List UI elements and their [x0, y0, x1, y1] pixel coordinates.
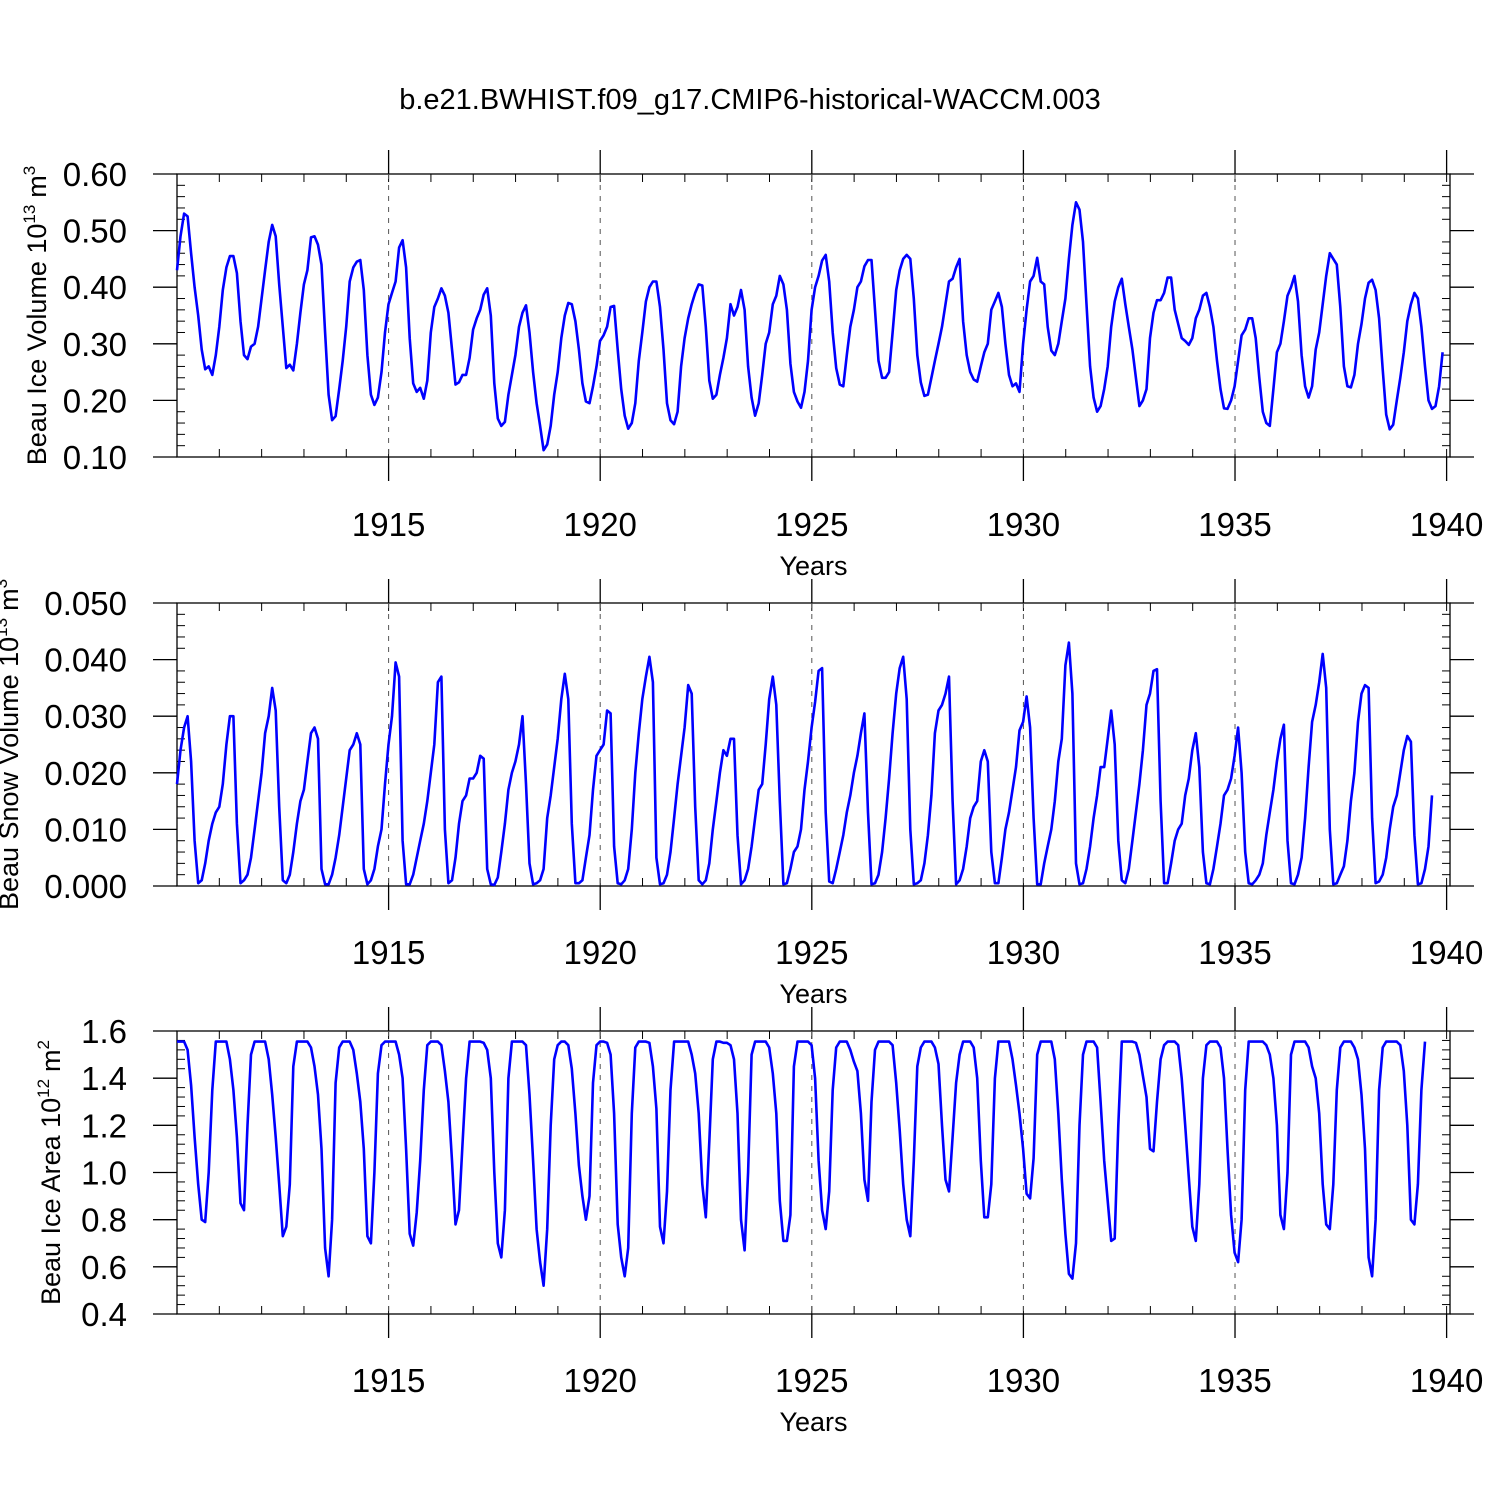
x-tick-label: 1920 [563, 506, 636, 543]
y-tick-label: 1.6 [81, 1013, 127, 1050]
y-tick-label: 0.020 [44, 755, 127, 792]
x-tick-label: 1940 [1410, 1362, 1483, 1399]
y-axis-title-unit-exponent: 2 [34, 1040, 53, 1049]
series-line [177, 1040, 1427, 1287]
y-axis-title-text: Beau Snow Volume 10 [0, 637, 24, 910]
chart-panel-3: 1915 1920 1925 1930 1935 1940 0.4 0.6 0.8 1.0 1.2 1… [34, 1007, 1483, 1437]
figure-title: b.e21.BWHIST.f09_g17.CMIP6-historical-WA… [399, 84, 1101, 116]
plot-frame [176, 602, 1451, 887]
y-tick-label: 0.010 [44, 811, 127, 848]
series-line [175, 201, 1444, 452]
x-tick-label: 1920 [563, 1362, 636, 1399]
y-axis-title: Beau Ice Volume 1013 m3 [20, 166, 52, 466]
y-tick-label: 0.40 [63, 269, 127, 306]
x-tick-label: 1935 [1198, 506, 1271, 543]
y-tick-label: 0.030 [44, 698, 127, 735]
plot-frame [176, 173, 1451, 458]
x-tick-label: 1925 [775, 934, 848, 971]
x-tick-label: 1930 [987, 506, 1060, 543]
x-tick-label: 1920 [563, 934, 636, 971]
y-tick-label: 0.50 [63, 213, 127, 250]
x-axis-title: Years [779, 1407, 847, 1437]
y-tick-label: 0.20 [63, 382, 127, 419]
chart-panel-2: 1915 1920 1925 1930 1935 1940 0.000 0.010 0.020 0… [0, 579, 1483, 1009]
y-tick-label: 1.0 [81, 1155, 127, 1192]
y-axis-title-exponent: 13 [20, 205, 39, 224]
y-tick-label: 0.6 [81, 1249, 127, 1286]
x-tick-label: 1915 [352, 1362, 425, 1399]
y-axis-title-unit: m [36, 1049, 66, 1072]
y-axis-title-unit: m [0, 588, 24, 611]
y-axis-title: Beau Snow Volume 1013 m3 [0, 579, 24, 910]
x-tick-label: 1930 [987, 1362, 1060, 1399]
y-tick-label: 0.10 [63, 439, 127, 476]
y-axis-title-unit-exponent: 3 [20, 166, 39, 175]
x-tick-label: 1935 [1198, 934, 1271, 971]
y-axis-title-unit: m [22, 175, 52, 198]
y-tick-label: 1.4 [81, 1060, 127, 1097]
x-axis-title: Years [779, 979, 847, 1009]
y-tick-label: 0.000 [44, 868, 127, 905]
y-tick-label: 0.040 [44, 642, 127, 679]
x-tick-label: 1935 [1198, 1362, 1271, 1399]
y-tick-label: 0.60 [63, 156, 127, 193]
y-axis-title-exponent: 13 [0, 618, 11, 637]
x-tick-label: 1925 [775, 1362, 848, 1399]
y-axis-title-text: Beau Ice Area 10 [36, 1098, 66, 1305]
y-tick-label: 0.4 [81, 1296, 127, 1333]
x-tick-label: 1930 [987, 934, 1060, 971]
y-tick-label: 0.050 [44, 585, 127, 622]
x-tick-label: 1940 [1410, 506, 1483, 543]
series-line [175, 641, 1434, 887]
x-tick-label: 1940 [1410, 934, 1483, 971]
y-tick-label: 1.2 [81, 1107, 127, 1144]
y-axis-title-unit-exponent: 3 [0, 579, 11, 588]
x-axis-title: Years [779, 551, 847, 581]
y-tick-label: 0.8 [81, 1202, 127, 1239]
y-axis-title: Beau Ice Area 1012 m2 [34, 1040, 66, 1305]
y-axis-title-exponent: 12 [34, 1079, 53, 1098]
y-tick-label: 0.30 [63, 326, 127, 363]
x-tick-label: 1915 [352, 934, 425, 971]
chart-panel-1: 1915 1920 1925 1930 1935 1940 0.10 0.20 0.30 0.40… [20, 150, 1483, 581]
x-tick-label: 1925 [775, 506, 848, 543]
x-tick-label: 1915 [352, 506, 425, 543]
y-axis-title-text: Beau Ice Volume 10 [22, 224, 52, 466]
